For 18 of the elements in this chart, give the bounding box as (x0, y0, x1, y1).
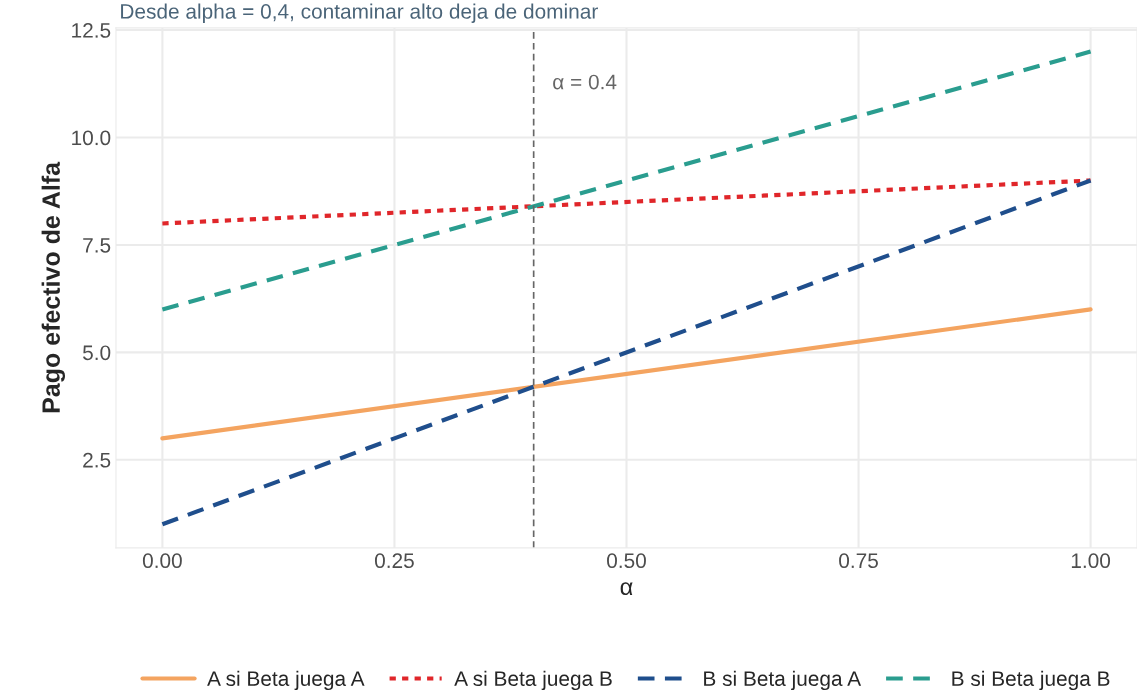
y-axis-title: Pago efectivo de Alfa (41, 161, 66, 413)
chart-subtitle: Desde alpha = 0,4, contaminar alto deja de dominar (121, 3, 598, 23)
legend-label: B si Beta juega B (952, 670, 1110, 691)
legend-label: A si Beta juega B (454, 670, 612, 691)
x-tick-label: 0.00 (142, 553, 182, 569)
x-axis-title: α (620, 582, 633, 596)
x-tick-label: 0.75 (839, 553, 878, 569)
legend-label: A si Beta juega A (207, 670, 365, 691)
y-tick-label: 10.0 (72, 130, 111, 146)
y-tick-label: 2.5 (83, 452, 111, 468)
y-tick-label: 12.5 (72, 23, 111, 38)
x-tick-label: 0.50 (607, 553, 646, 569)
x-tick-label: 0.25 (374, 553, 414, 569)
y-tick-label: 7.5 (83, 238, 111, 253)
legend-label: B si Beta juega A (704, 670, 862, 691)
x-tick-label: 1.00 (1071, 553, 1111, 569)
ref-line-label: α = 0.4 (553, 74, 617, 90)
y-tick-label: 5.0 (82, 345, 111, 361)
